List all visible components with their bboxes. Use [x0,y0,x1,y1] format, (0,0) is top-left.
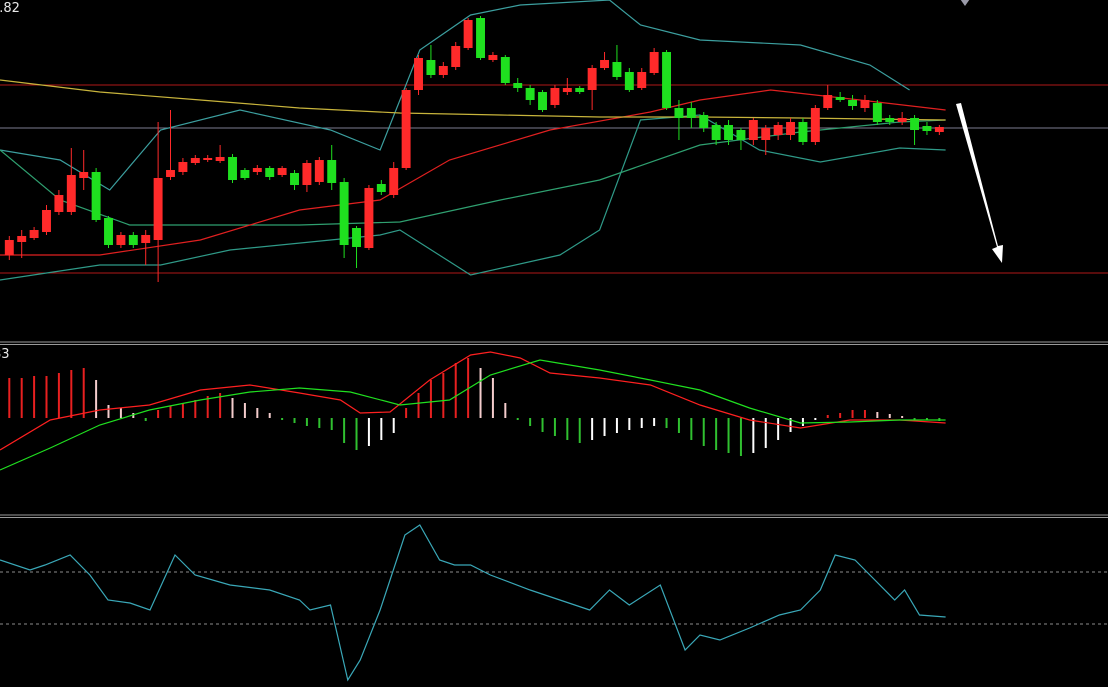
candle-body [624,72,634,90]
candle-body [711,125,721,140]
candle-body [488,55,498,60]
candle-body [872,103,882,122]
candle-body [798,122,808,142]
candle-body [190,158,200,163]
candle-body [686,108,696,118]
price-label: 3.82 [0,1,20,16]
macd-line [0,359,946,471]
candle-body [265,168,275,177]
candle-body [662,52,672,108]
candle-body [364,188,374,248]
candle-body [724,125,734,140]
candle-body [426,60,436,75]
candle-body [848,100,858,106]
candle-body [600,60,609,68]
candle-body [748,120,758,140]
candle-body [104,218,113,245]
candle-body [451,46,461,67]
candle-body [773,125,783,135]
candle-body [240,170,250,178]
marker [960,0,970,6]
candle-body [302,163,312,185]
candle-body [29,230,39,238]
candle-body [525,88,535,100]
candle-body [674,108,684,118]
candle-body [203,158,213,160]
candle-body [835,97,845,100]
candle-body [4,240,14,255]
indicator-line [0,89,946,256]
candle-body [401,90,411,168]
candle-body [66,175,76,212]
macd-label: 83 [0,347,10,362]
candle-body [252,168,262,172]
candle-body [128,235,138,245]
candle-body [538,92,547,110]
candle-body [277,168,287,175]
candle-body [290,173,299,185]
candle-body [476,18,485,58]
candle-body [612,62,622,77]
candle-body [575,88,585,92]
candle-body [699,115,709,128]
candle-body [934,127,944,132]
indicator-line [0,0,910,191]
candle-body [463,20,473,48]
arrow [956,103,1003,263]
candle-body [376,184,386,192]
candle-body [438,66,448,75]
candle-body [910,118,920,130]
candle-body [352,228,361,247]
candle-body [339,182,349,245]
candle-body [414,58,423,90]
candle-body [91,172,101,220]
indicator-line [0,114,946,281]
candle-body [786,122,796,135]
candle-body [761,128,771,140]
candle-body [513,83,523,88]
candle-body [166,170,175,177]
candle-body [42,210,51,232]
candle-body [327,160,337,183]
candle-body [228,157,237,180]
indicator-line [0,79,946,121]
candle-body [141,235,151,243]
candle-body [810,108,820,142]
candle-body [54,195,64,212]
candle-body [116,235,126,245]
candle-body [562,88,572,92]
candle-body [314,160,324,182]
candle-body [500,57,510,83]
candle-body [79,172,89,178]
candle-body [860,100,870,108]
candle-body [637,72,647,88]
candle-body [389,168,399,195]
candle-body [550,88,560,105]
candle-body [587,68,597,90]
macd-line [0,351,946,451]
oscillator-line [0,524,946,682]
candle-body [17,236,27,242]
candle-body [897,118,907,122]
candle-body [885,118,895,122]
candle-body [823,95,833,108]
candle-body [649,52,659,73]
candle-body [215,157,225,161]
candle-body [178,162,188,172]
candle-body [922,126,932,131]
candle-body [736,130,746,140]
candle-body [153,178,163,240]
